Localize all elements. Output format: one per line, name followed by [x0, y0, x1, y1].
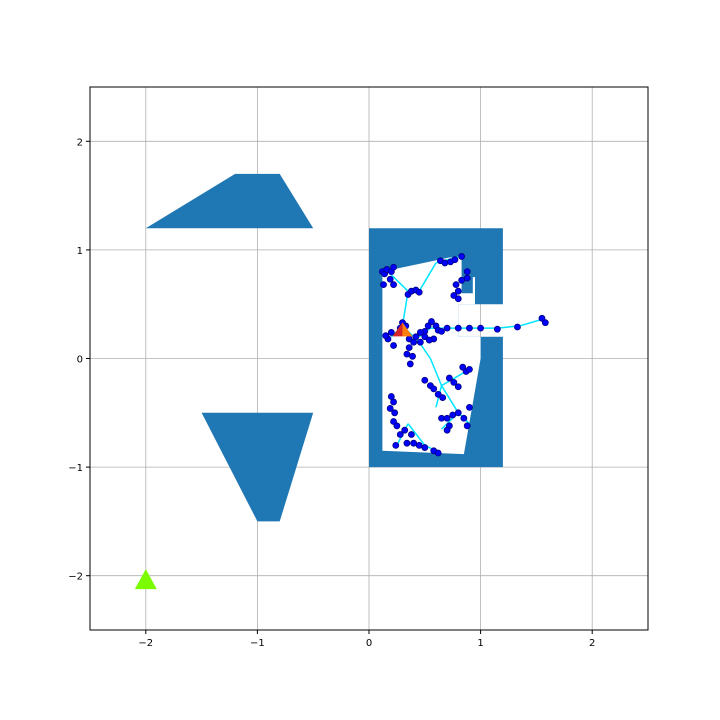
tree-node	[412, 333, 420, 341]
tree-edge	[418, 262, 437, 292]
tree-node	[408, 431, 415, 438]
tree-node	[396, 431, 404, 438]
tree-node	[386, 275, 394, 283]
tree-node	[450, 378, 458, 386]
tree-node	[401, 426, 409, 434]
tree-node	[454, 409, 462, 417]
tree-node	[415, 441, 423, 449]
tree-node	[443, 414, 451, 422]
start-marker-left	[392, 322, 403, 337]
axis-ticks: −2 −1 0 1 2 −2 −1 0 1 2	[68, 137, 595, 649]
free-region	[382, 257, 481, 455]
tree-node	[390, 342, 397, 349]
y-tick-label: −1	[68, 463, 83, 474]
y-tick-label: 2	[77, 137, 83, 148]
tree-node	[382, 332, 390, 340]
tree-node	[449, 411, 457, 419]
tree-node	[460, 414, 468, 422]
x-tick-label: −1	[250, 638, 265, 649]
tree-node	[438, 414, 445, 422]
tree-node	[380, 281, 387, 289]
x-tick-label: −2	[138, 638, 153, 649]
tree-node	[452, 281, 460, 289]
tree-node	[438, 327, 445, 335]
tree-node	[458, 253, 466, 260]
x-tick-label: 2	[589, 638, 595, 649]
tree-node	[421, 333, 429, 341]
tree-node	[391, 409, 399, 417]
tree-node	[450, 292, 458, 299]
tree-node	[439, 394, 447, 401]
tree-node	[454, 287, 462, 295]
tree-node	[405, 344, 413, 352]
tree-node	[392, 441, 400, 449]
tree-node	[387, 329, 395, 336]
tree-node	[415, 288, 423, 296]
tree-node	[390, 281, 397, 289]
y-tick-label: 1	[77, 246, 83, 257]
tree-node	[416, 329, 424, 336]
tree-node	[541, 319, 549, 327]
y-tick-label: −2	[68, 572, 83, 583]
tree-node	[466, 324, 473, 332]
tree-node	[454, 295, 462, 303]
tree-node	[463, 268, 471, 276]
tree-node	[441, 259, 449, 267]
free-region-polygon	[382, 257, 481, 455]
tree-node	[493, 325, 501, 333]
tree-node	[466, 365, 473, 373]
tree-node	[393, 422, 401, 430]
tree-node	[410, 439, 418, 447]
x-tick-label: 0	[366, 638, 372, 649]
tree-node	[451, 256, 459, 264]
tree-node	[463, 422, 471, 430]
tree-node	[434, 390, 442, 398]
tree-node	[445, 374, 453, 382]
tree-node	[406, 360, 414, 368]
tree-edge	[407, 423, 426, 446]
y-tick-label: 0	[77, 355, 83, 366]
obstacle-upper-trapezoid	[145, 173, 314, 229]
tree-node	[421, 376, 429, 384]
tree-node	[454, 324, 462, 332]
tree-edge	[519, 318, 543, 327]
tree-node	[466, 403, 473, 411]
tree-node	[390, 398, 397, 406]
markers	[134, 322, 413, 590]
tree-node	[458, 276, 466, 284]
tree-node	[430, 385, 438, 393]
tree-node	[428, 318, 435, 325]
start-marker-right	[402, 322, 413, 337]
tree-node	[454, 383, 462, 391]
x-tick-label: 1	[477, 638, 483, 649]
tree-node	[390, 263, 397, 271]
tree-node	[421, 444, 429, 451]
tree-node	[409, 352, 416, 360]
obstacle-lower-trapezoid	[201, 412, 314, 522]
tree-node	[434, 449, 442, 457]
tree-node	[443, 426, 451, 434]
tree-node	[386, 405, 394, 412]
tree-node	[403, 350, 411, 358]
tree-node	[463, 274, 471, 282]
tree-node	[403, 439, 411, 447]
tree-nodes	[378, 253, 549, 457]
tree-node	[425, 336, 433, 344]
tree-edge	[429, 358, 443, 386]
tree-node	[443, 324, 451, 332]
goal-marker	[134, 569, 157, 590]
tree-node	[416, 338, 424, 346]
tree-node	[514, 323, 521, 331]
tree-edge	[396, 279, 409, 292]
tree-node	[477, 324, 485, 332]
tree-edge	[440, 385, 459, 414]
